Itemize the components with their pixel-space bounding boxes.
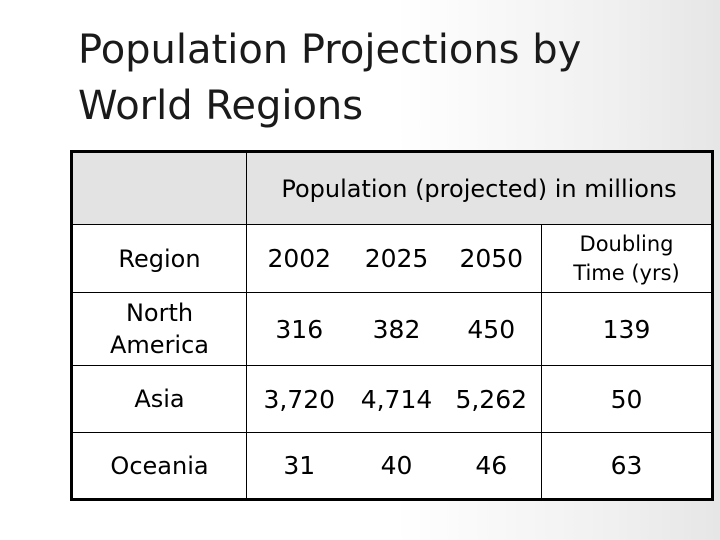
region-header: Region [71, 224, 247, 293]
value-2050: 46 [441, 432, 542, 500]
table-row: North America 316 382 450 139 [71, 292, 714, 366]
value-2025: 40 [351, 432, 442, 500]
year-2002-header: 2002 [246, 224, 352, 293]
group-header-label: Population (projected) in millions [281, 174, 677, 203]
doubling-header-line-1: Doubling [579, 231, 674, 256]
doubling-time-value: 63 [540, 432, 714, 500]
value-2002: 3,720 [246, 365, 352, 433]
table-group-header-row: Population (projected) in millions [71, 151, 714, 225]
value-2025: 4,714 [351, 365, 442, 433]
title-line-1: Population Projections by [78, 27, 582, 73]
title-line-2: World Regions [78, 83, 364, 129]
table-column-header-row: Region 2002 2025 2050 Doubling Time (yrs… [71, 224, 714, 293]
value-2050: 5,262 [441, 365, 542, 433]
population-table: Population (projected) in millions Regio… [70, 150, 715, 501]
table-row: Asia 3,720 4,714 5,262 50 [71, 365, 714, 433]
group-header-cell: Population (projected) in millions [245, 151, 714, 225]
slide-title: Population Projections by World Regions [78, 22, 698, 134]
doubling-time-header: Doubling Time (yrs) [540, 224, 714, 293]
empty-corner-cell [71, 151, 247, 225]
region-name-line-2: America [110, 331, 209, 359]
value-2002: 316 [246, 292, 352, 366]
doubling-time-value: 50 [540, 365, 714, 433]
table-row: Oceania 31 40 46 63 [71, 432, 714, 500]
doubling-header-line-2: Time (yrs) [573, 260, 680, 285]
region-name-line-1: North [125, 299, 194, 327]
region-name: Asia [71, 365, 247, 433]
value-2025: 382 [351, 292, 442, 366]
year-2050-header: 2050 [441, 224, 542, 293]
region-name: Oceania [71, 432, 247, 500]
region-name: North America [71, 292, 247, 366]
value-2002: 31 [246, 432, 352, 500]
year-2025-header: 2025 [351, 224, 442, 293]
doubling-time-value: 139 [540, 292, 714, 366]
value-2050: 450 [441, 292, 542, 366]
